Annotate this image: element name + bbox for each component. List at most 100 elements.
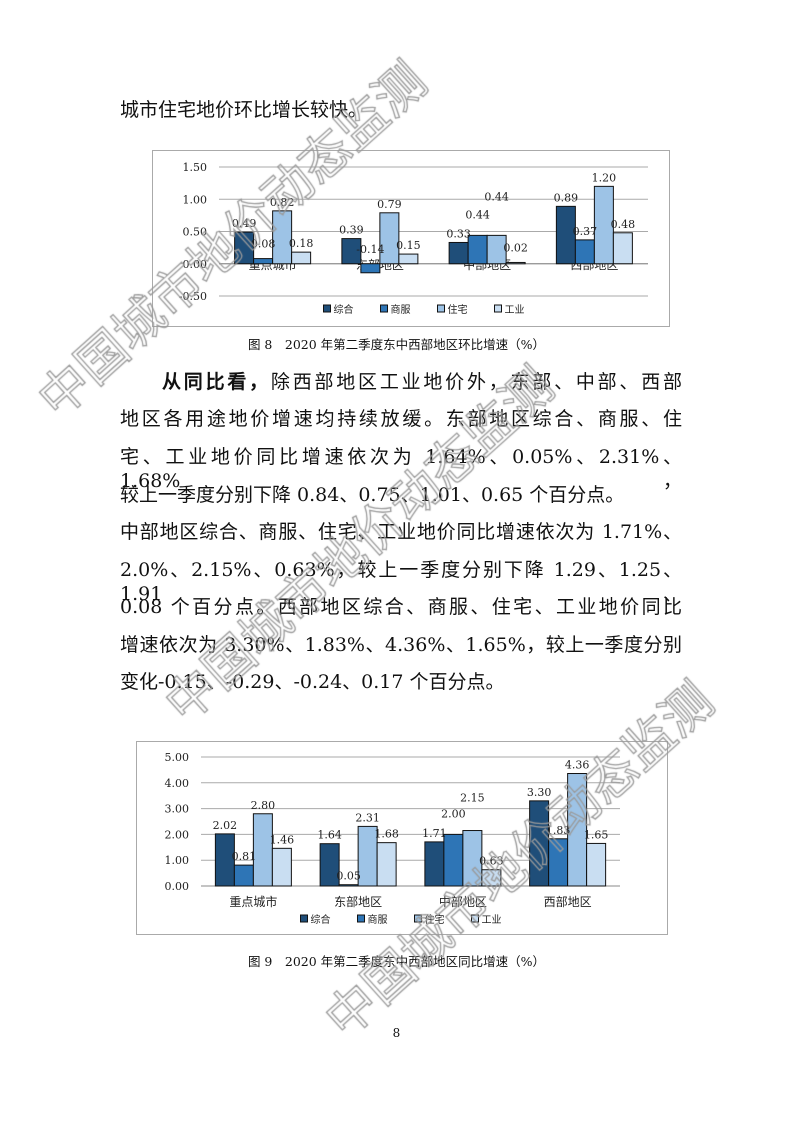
legend-label: 工业: [482, 914, 502, 926]
legend-swatch: [323, 304, 331, 313]
data-label: 0.48: [611, 218, 636, 231]
category-label: 西部地区: [544, 894, 592, 909]
paragraph-line: 中部地区综合、商服、住宅、工业地价同比增速依次为 1.71%、: [120, 521, 682, 543]
legend-label: 综合: [311, 913, 331, 926]
data-label: 0.33: [446, 227, 471, 240]
y-tick-label: 1.00: [165, 854, 190, 867]
data-label: 2.15: [460, 792, 485, 805]
y-tick-label: 4.00: [165, 777, 190, 790]
data-label: 2.31: [355, 811, 380, 824]
legend-swatch: [300, 914, 308, 923]
figure-9-caption: 图 9 2020 年第二季度东中西部地区同比增速（%）: [247, 954, 546, 969]
y-tick-label: 2.00: [165, 828, 190, 841]
paragraph-line: 地区各用途地价增速均持续放缓。东部地区综合、商服、住: [120, 408, 682, 430]
bar-商服: [233, 864, 254, 887]
data-label: 1.68: [374, 828, 399, 841]
data-label: 4.36: [565, 759, 590, 772]
bar-商服: [574, 239, 595, 265]
data-label: 0.49: [232, 217, 257, 230]
y-tick-label: 1.50: [183, 161, 208, 174]
legend-label: 工业: [505, 304, 525, 316]
bar-工业: [291, 251, 312, 265]
bar-商服: [360, 263, 381, 274]
paragraph-line: 增速依次为 3.30%、1.83%、4.36%、1.65%，较上一季度分别: [120, 634, 682, 656]
data-label: 0.79: [377, 198, 402, 211]
bar-商服: [467, 234, 488, 265]
data-label: 0.39: [339, 224, 364, 237]
paragraph-line: 较上一季度分别下降 0.84、0.75、1.01、0.65 个百分点。: [120, 484, 625, 506]
data-label: -0.14: [356, 243, 384, 256]
paragraph-first-rest: 除西部地区工业地价外，东部、中部、西部: [270, 371, 682, 393]
bar-工业: [398, 253, 419, 265]
data-label: 1.65: [584, 828, 609, 841]
legend-swatch: [471, 914, 479, 923]
page-number: 8: [392, 1026, 401, 1040]
figure-8-caption: 图 8 2020 年第二季度东中西部地区环比增速（%）: [247, 337, 546, 352]
bar-工业: [586, 842, 607, 887]
paragraph-line-1: 从同比看，除西部地区工业地价外，东部、中部、西部: [120, 370, 682, 394]
y-tick-label: 1.00: [183, 193, 208, 206]
bar-工业: [612, 232, 633, 265]
category-label: 重点城市: [229, 894, 277, 909]
category-label: 中部地区: [439, 894, 487, 909]
bar-商服: [443, 833, 464, 887]
bar-综合: [448, 241, 469, 265]
y-tick-label: -0.50: [179, 290, 207, 303]
y-tick-label: 3.00: [165, 803, 190, 816]
data-label: 1.46: [270, 833, 295, 846]
paragraph-lead: 从同比看，: [162, 371, 271, 393]
y-tick-label: 5.00: [165, 751, 190, 764]
data-label: 3.30: [527, 786, 552, 799]
bar-商服: [253, 258, 274, 265]
data-label: 0.37: [573, 225, 598, 238]
paragraph-line: 变化-0.15、-0.29、-0.24、0.17 个百分点。: [120, 671, 505, 693]
legend-swatch: [414, 914, 422, 923]
data-label: 1.83: [546, 824, 571, 837]
bar-工业: [376, 842, 397, 887]
data-label: 2.02: [213, 819, 238, 832]
chart-fig9-svg: 5.00 4.00 3.00 2.00 1.00 0.00 重点城市 东部地区 中部地区 西部地区…: [165, 751, 620, 926]
y-tick-label: 0.00: [183, 258, 208, 271]
data-label: 0.44: [465, 208, 490, 221]
chart-fig9: 5.00 4.00 3.00 2.00 1.00 0.00 重点城市 东部地区 中部地区 西部地区…: [136, 741, 668, 935]
data-label: 0.63: [479, 855, 504, 868]
legend-label: 商服: [368, 913, 388, 926]
chart-fig8-svg: 1.501.000.500.00-0.50重点城市东部地区中部地区西部地区综合商…: [179, 161, 648, 316]
bar-综合: [424, 841, 445, 887]
data-label: 0.15: [396, 239, 421, 252]
legend-label: 综合: [334, 303, 354, 316]
bar-工业: [505, 261, 526, 265]
data-label: 0.89: [554, 191, 579, 204]
bar-综合: [529, 800, 550, 887]
bar-工业: [481, 869, 502, 887]
legend-swatch: [494, 304, 502, 313]
paragraph-line: 0.08 个百分点。西部地区综合、商服、住宅、工业地价同比: [120, 596, 682, 618]
intro-line: 城市住宅地价环比增长较快。: [120, 99, 368, 121]
data-label: 1.71: [422, 827, 447, 840]
category-label: 东部地区: [334, 894, 382, 909]
legend-swatch: [357, 914, 365, 923]
bar-商服: [338, 884, 359, 887]
data-label: 2.80: [251, 799, 276, 812]
data-label: 0.08: [251, 238, 276, 251]
y-tick-label: 0.50: [183, 226, 208, 239]
legend-label: 住宅: [425, 913, 445, 926]
legend-label: 住宅: [448, 303, 468, 316]
chart-fig8: 1.501.000.500.00-0.50重点城市东部地区中部地区西部地区综合商…: [152, 150, 670, 327]
data-label: 1.20: [592, 171, 617, 184]
data-label: 0.81: [232, 850, 257, 863]
data-label: 0.82: [270, 196, 295, 209]
data-label: 0.18: [289, 237, 314, 250]
legend-swatch: [437, 304, 445, 313]
data-label: 1.64: [317, 829, 342, 842]
legend-label: 商服: [391, 303, 411, 316]
bar-住宅: [252, 813, 273, 887]
bar-商服: [548, 838, 569, 887]
y-tick-label: 0.00: [165, 880, 190, 893]
data-label: 0.02: [503, 241, 528, 254]
data-label: 0.05: [336, 870, 361, 883]
data-label: 0.44: [484, 190, 509, 203]
legend-swatch: [380, 304, 388, 313]
data-label: 2.00: [441, 807, 466, 820]
bar-工业: [271, 847, 292, 887]
